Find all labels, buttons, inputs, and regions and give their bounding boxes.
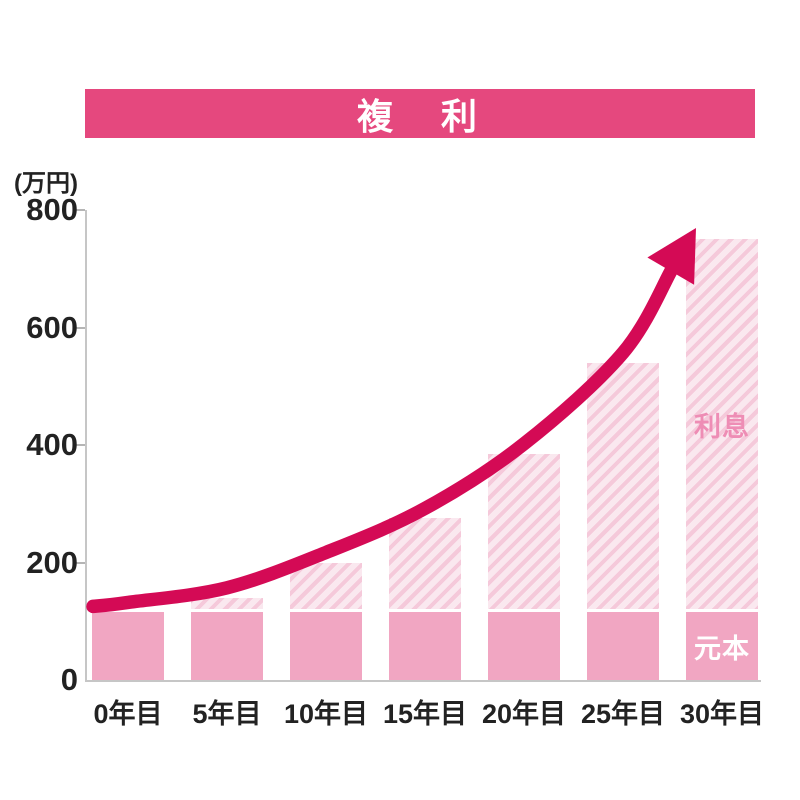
y-tick-mark <box>75 444 85 446</box>
x-tick-label: 5年目 <box>192 699 262 729</box>
x-tick-label: 20年目 <box>481 699 567 729</box>
principal-segment <box>488 612 560 680</box>
interest-segment <box>389 518 461 610</box>
bar-25年目 <box>587 210 659 680</box>
x-tick-label: 0年目 <box>93 699 163 729</box>
bar-10年目 <box>290 210 362 680</box>
x-tick-label: 10年目 <box>283 699 369 729</box>
y-axis-unit-label: (万円) <box>14 170 78 197</box>
growth-curve <box>86 262 679 614</box>
x-axis-line <box>85 680 761 682</box>
principal-segment <box>389 612 461 680</box>
interest-segment <box>488 453 560 610</box>
interest-segment: 利息 <box>686 239 758 610</box>
bar-0年目 <box>92 210 164 680</box>
y-tick-label: 400 <box>26 427 78 462</box>
interest-segment <box>587 362 659 610</box>
y-tick-mark <box>75 561 85 564</box>
principal-segment <box>587 612 659 680</box>
principal-segment <box>92 612 164 680</box>
x-tick-label: 25年目 <box>580 699 666 729</box>
bar-5年目 <box>191 210 263 680</box>
principal-segment: 元本 <box>686 612 758 680</box>
y-axis-line <box>85 210 87 682</box>
interest-segment <box>290 562 362 610</box>
y-tick-mark <box>75 209 85 211</box>
chart-title-banner: 複 利 <box>85 89 755 138</box>
interest-segment <box>191 597 263 610</box>
y-tick-label: 800 <box>26 192 78 227</box>
x-tick-label: 15年目 <box>382 699 468 729</box>
y-tick-label: 600 <box>26 309 78 345</box>
bar-30年目: 元本 利息 <box>686 210 758 680</box>
y-tick-label: 0 <box>60 662 78 697</box>
interest-label: 利息 <box>694 411 750 442</box>
bar-15年目 <box>389 210 461 680</box>
y-tick-mark <box>75 326 85 329</box>
plot-area: 元本 利息 <box>75 209 761 682</box>
principal-segment <box>290 612 362 680</box>
y-tick-label: 200 <box>26 544 78 580</box>
chart-title: 複 利 <box>356 95 483 137</box>
principal-segment <box>191 612 263 680</box>
x-tick-label: 30年目 <box>679 699 765 729</box>
bar-20年目 <box>488 210 560 680</box>
principal-label: 元本 <box>694 633 750 664</box>
